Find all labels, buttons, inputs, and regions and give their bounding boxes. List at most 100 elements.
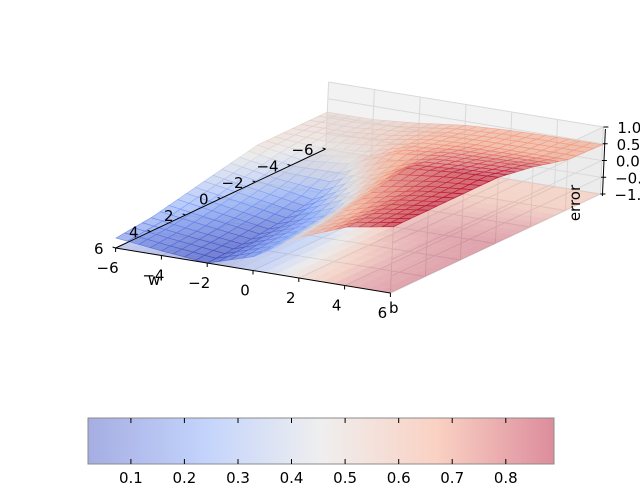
contour-cell [238, 258, 260, 265]
contour-cell [531, 200, 552, 207]
contour-cell [256, 250, 277, 257]
contour-cell [290, 255, 311, 262]
contour-cell [351, 227, 373, 233]
contour-cell [403, 224, 424, 231]
contour-cell [363, 228, 384, 235]
contour-cell [533, 206, 554, 213]
contour-cell [499, 201, 520, 208]
contour-cell [336, 263, 357, 270]
contour-cell [448, 254, 470, 260]
contour-cell [455, 221, 476, 228]
contour-cell [284, 266, 305, 272]
contour-cell [293, 261, 314, 268]
contour-cell [319, 249, 340, 256]
contour-cell [527, 216, 548, 223]
contour-cell [434, 246, 455, 253]
contour-cell [397, 234, 418, 241]
contour-cell [364, 279, 385, 286]
x-tick-mark [147, 230, 151, 232]
y-tick-label: 0 [240, 282, 250, 300]
x-tick-mark [322, 147, 326, 150]
contour-cell [337, 241, 358, 248]
contour-cell [481, 209, 503, 216]
contour-cell [281, 260, 303, 266]
x-tick-mark [287, 164, 291, 166]
contour-cell [403, 246, 424, 253]
grid-line-z [327, 98, 605, 244]
contour-cell [459, 205, 480, 212]
contour-cell [539, 196, 560, 203]
contour-cell [325, 261, 346, 268]
contour-cell [435, 224, 456, 230]
contour-cell [316, 243, 338, 250]
contour-cell [296, 267, 317, 274]
contour-cell [388, 260, 409, 267]
z-tick-label: 1.0 [617, 119, 640, 137]
x-tick-label: −4 [256, 158, 278, 176]
contour-cell [412, 220, 433, 227]
contour-cell [299, 251, 320, 258]
x-tick-mark [217, 197, 221, 199]
z-tick-label: 0.5 [617, 136, 640, 154]
contour-cell [273, 242, 295, 248]
contour-cell [465, 195, 486, 202]
colorbar-tick-label: 0.3 [226, 469, 250, 487]
contour-cell [377, 236, 398, 243]
contour-cell [313, 259, 334, 266]
contour-cell [456, 199, 477, 206]
y-tick-label: 6 [378, 304, 388, 322]
contour-cell [279, 254, 300, 260]
contour-cell [452, 237, 473, 244]
colorbar-tick-label: 0.7 [440, 469, 464, 487]
contour-cell [374, 252, 395, 259]
contour-cell [345, 259, 366, 266]
contour-cell [406, 230, 427, 237]
contour-cell [493, 211, 514, 218]
contour-cell [288, 249, 309, 256]
contour-cell [428, 256, 449, 263]
contour-cell [409, 236, 430, 243]
y-tick-label: −6 [97, 259, 119, 277]
x-tick-mark [252, 180, 256, 183]
contour-cell [492, 233, 513, 240]
contour-cell [247, 254, 268, 261]
contour-cell [427, 206, 448, 212]
contour-cell [426, 228, 447, 235]
contour-cell [413, 270, 435, 277]
contour-cell [385, 276, 406, 283]
contour-cell [476, 197, 497, 204]
contour-cell [551, 198, 572, 205]
contour-cell [466, 245, 487, 252]
contour-cell [458, 227, 479, 234]
contour-cell [259, 256, 280, 263]
contour-cell [415, 226, 436, 233]
z-tick-label: −1.0 [614, 186, 640, 204]
contour-cell [343, 231, 364, 238]
contour-cell [373, 275, 394, 281]
contour-cell [471, 185, 492, 192]
contour-cell [481, 231, 502, 238]
contour-cell [475, 241, 496, 248]
contour-cell [464, 217, 485, 224]
colorbar-tick-label: 0.8 [494, 469, 518, 487]
contour-cell [424, 222, 445, 229]
contour-cell [485, 193, 506, 200]
contour-cell [376, 281, 397, 287]
contour-cell [449, 231, 470, 238]
contour-cell [429, 234, 450, 241]
contour-cell [392, 222, 413, 229]
contour-cell [571, 196, 592, 203]
error-surface [115, 111, 604, 264]
contour-cell [409, 214, 431, 221]
contour-cell [443, 242, 464, 248]
contour-cell [307, 269, 328, 276]
contour-cell [537, 190, 558, 197]
contour-cell [516, 192, 538, 199]
contour-cell [525, 210, 546, 217]
contour-cell [453, 193, 474, 200]
contour-cell [528, 194, 549, 201]
contour-cell [440, 236, 462, 242]
contour-cell [370, 269, 392, 275]
contour-cell [478, 225, 499, 232]
contour-cell [462, 189, 483, 196]
